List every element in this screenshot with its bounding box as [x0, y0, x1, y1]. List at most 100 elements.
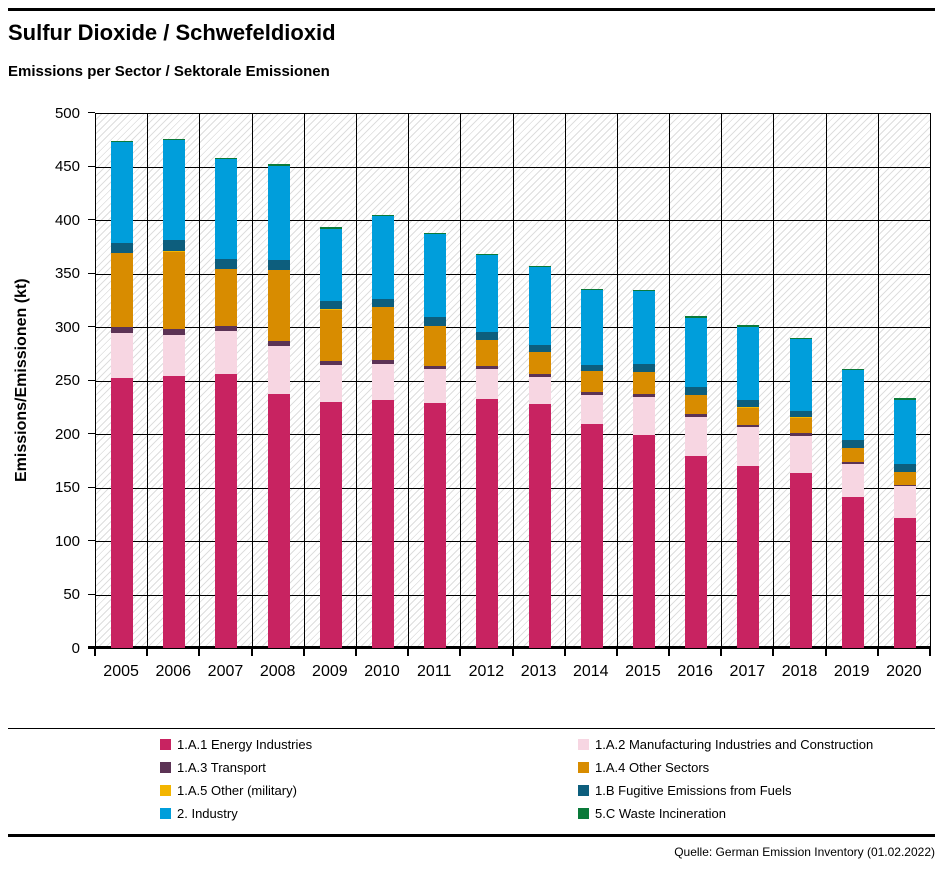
bar-segment — [528, 266, 551, 345]
gridline-vertical — [721, 113, 723, 648]
bar-segment — [424, 326, 447, 366]
bar-segment — [841, 368, 864, 371]
bar-segment — [841, 447, 864, 463]
bar-segment — [215, 325, 238, 332]
gridline-horizontal — [96, 380, 931, 382]
x-tick-label: 2014 — [572, 663, 609, 680]
bar-segment — [215, 268, 238, 326]
bar-segment — [215, 258, 238, 269]
bar-segment — [580, 288, 603, 291]
legend-label: 1.A.1 Energy Industries — [177, 737, 313, 752]
gridline-vertical — [616, 113, 618, 648]
bar-segment — [685, 316, 708, 318]
y-tick-label: 400 — [54, 211, 80, 229]
bar-segment — [893, 486, 916, 519]
plot-area — [95, 113, 931, 648]
bar-segment — [215, 373, 238, 648]
x-axis-tick — [354, 648, 357, 656]
bar-segment — [267, 260, 290, 270]
x-axis-tick — [146, 648, 149, 656]
bar-segment — [163, 251, 186, 330]
legend-label: 2. Industry — [177, 806, 238, 821]
bar-2012 — [476, 253, 499, 648]
bar-segment — [424, 232, 447, 234]
y-axis-tick — [88, 272, 95, 274]
legend-label: 5.C Waste Incineration — [595, 806, 727, 821]
x-tick-label: 2006 — [155, 663, 192, 680]
y-axis-tick — [88, 593, 95, 595]
x-tick-label: 2019 — [833, 663, 870, 680]
bar-segment — [737, 427, 760, 466]
bar-segment — [528, 265, 551, 267]
legend-column-left: 1.A.1 Energy Industries 1.A.3 Transport 1.… — [160, 733, 312, 825]
bar-segment — [111, 252, 134, 328]
bar-2017 — [737, 325, 760, 648]
y-tick-label: 300 — [54, 318, 80, 336]
y-axis-tick — [88, 165, 95, 167]
bar-segment — [789, 472, 812, 648]
bar-segment — [789, 433, 812, 436]
bar-segment — [111, 327, 134, 334]
legend-label: 1.B Fugitive Emissions from Fuels — [595, 783, 792, 798]
bar-segment — [424, 369, 447, 403]
bar-2018 — [789, 337, 812, 648]
x-axis-tick — [668, 648, 671, 656]
gridline-vertical — [669, 113, 671, 648]
bar-segment — [893, 464, 916, 473]
bar-segment — [319, 309, 342, 361]
gridline-vertical — [199, 113, 201, 648]
bar-segment — [476, 365, 499, 370]
bar-segment — [580, 423, 603, 648]
bar-segment — [632, 396, 655, 436]
x-axis-tick — [929, 648, 931, 656]
bar-segment — [632, 289, 655, 291]
bar-segment — [372, 215, 395, 217]
x-tick-label: 2020 — [886, 663, 922, 680]
bar-segment — [685, 387, 708, 396]
bar-segment — [372, 307, 395, 360]
gridline-vertical — [825, 113, 827, 648]
legend-item: 1.A.5 Other (military) — [160, 779, 312, 802]
bar-segment — [111, 242, 134, 253]
x-tick-label: 2011 — [417, 663, 452, 680]
x-axis-tick — [772, 648, 775, 656]
bar-segment — [841, 370, 864, 440]
bar-segment — [476, 253, 499, 255]
gridline-horizontal — [96, 113, 931, 114]
bar-segment — [163, 334, 186, 377]
gridline-vertical — [930, 113, 931, 648]
bar-2014 — [580, 288, 603, 648]
bar-segment — [893, 518, 916, 648]
x-axis-tick — [876, 648, 879, 656]
gridline-vertical — [773, 113, 775, 648]
bar-segment — [215, 331, 238, 374]
x-axis-tick — [511, 648, 514, 656]
y-tick-label: 0 — [71, 639, 80, 657]
bar-segment — [372, 359, 395, 365]
legend-label: 1.A.4 Other Sectors — [595, 760, 710, 775]
legend-swatch — [160, 762, 171, 773]
y-axis-tick — [88, 112, 95, 113]
bar-segment — [476, 399, 499, 648]
bar-segment — [737, 400, 760, 408]
x-tick-label: 2009 — [312, 663, 348, 680]
bar-segment — [685, 414, 708, 417]
legend-swatch — [160, 739, 171, 750]
x-axis-tick — [302, 648, 305, 656]
bar-segment — [737, 326, 760, 401]
bar-segment — [789, 417, 812, 434]
legend-column-right: 1.A.2 Manufacturing Industries and Const… — [578, 733, 873, 825]
bar-segment — [580, 290, 603, 365]
x-tick-label: 2007 — [207, 663, 244, 680]
bar-segment — [528, 376, 551, 404]
x-tick-label: 2010 — [364, 663, 400, 680]
bar-segment — [893, 399, 916, 465]
x-axis-tick — [198, 648, 201, 656]
bar-segment — [632, 290, 655, 364]
bar-segment — [685, 317, 708, 388]
bar-2008 — [267, 164, 290, 648]
bar-segment — [163, 376, 186, 648]
bar-segment — [685, 416, 708, 457]
x-axis-tick — [615, 648, 618, 656]
